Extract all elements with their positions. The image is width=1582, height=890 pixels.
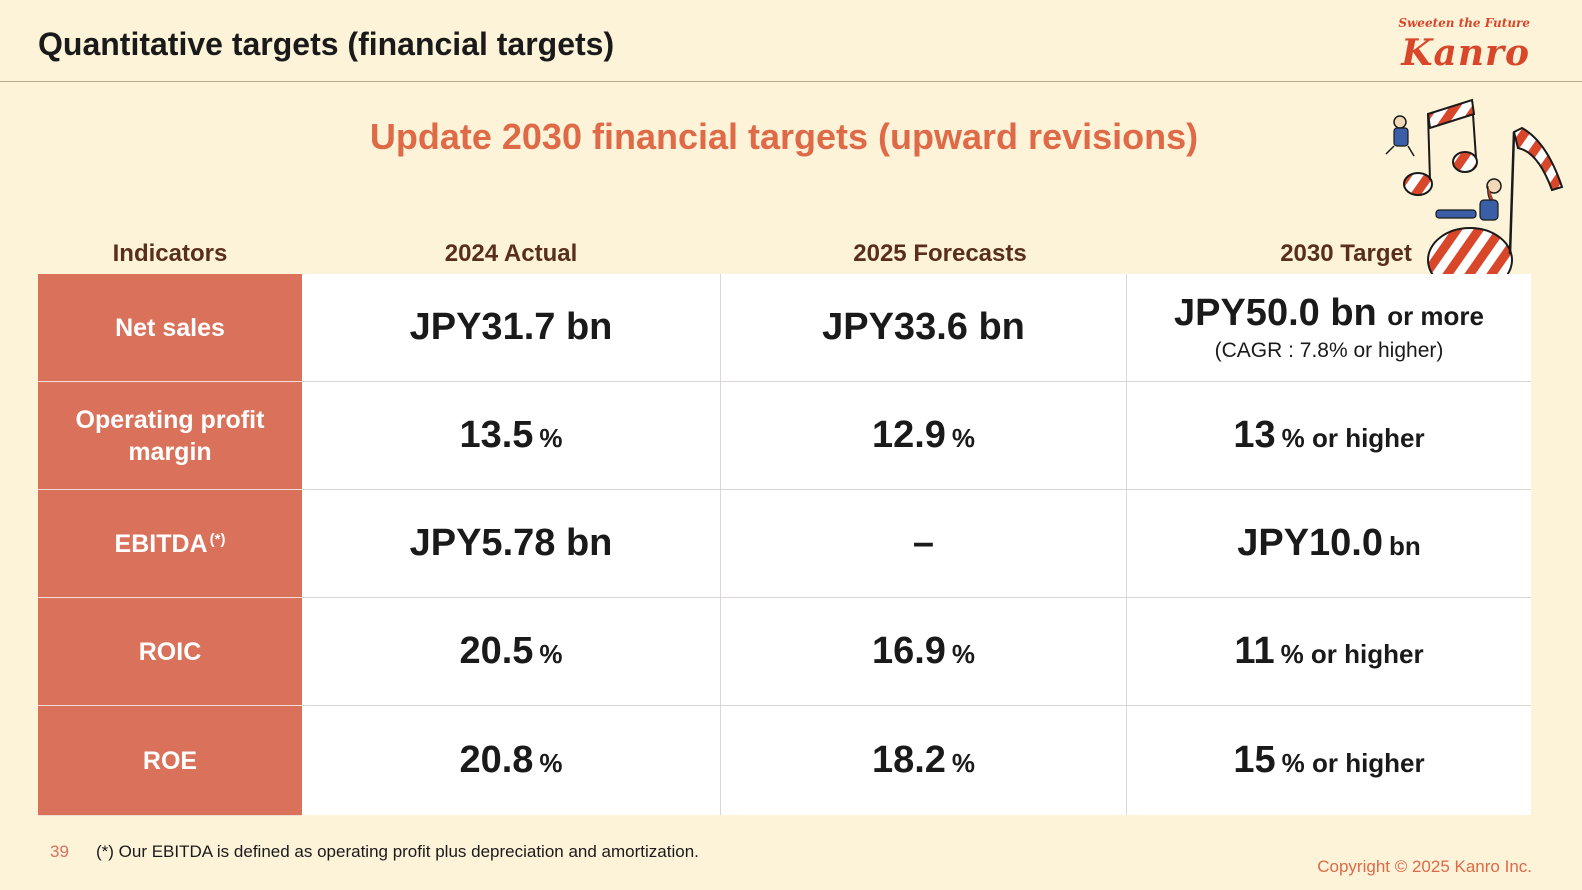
value: JPY5.78 bn bbox=[409, 522, 613, 564]
unit: bn bbox=[1389, 531, 1421, 561]
cell-2025-forecast: 16.9% bbox=[720, 598, 1126, 705]
value: 13 bbox=[1233, 414, 1276, 456]
value: JPY50.0 bn bbox=[1173, 292, 1377, 334]
table-row: EBITDA (*) JPY5.78 bn – JPY10.0 bn bbox=[38, 490, 1531, 598]
cell-2024-actual: 20.8% bbox=[302, 706, 720, 815]
header-divider bbox=[0, 81, 1582, 82]
indicator-label: EBITDA (*) bbox=[38, 490, 302, 598]
cell-2024-actual: 20.5% bbox=[302, 598, 720, 705]
cagr-note: (CAGR : 7.8% or higher) bbox=[1214, 339, 1444, 362]
unit: % bbox=[539, 748, 563, 778]
unit: % or higher bbox=[1281, 748, 1425, 778]
table-row: ROE 20.8% 18.2% 15% or higher bbox=[38, 706, 1531, 816]
cell-2030-target: 15% or higher bbox=[1126, 706, 1531, 815]
unit: % or higher bbox=[1281, 423, 1425, 453]
cell-2024-actual: JPY5.78 bn bbox=[302, 490, 720, 597]
column-header-indicators: Indicators bbox=[112, 240, 228, 267]
unit: % bbox=[951, 639, 976, 669]
cell-2025-forecast: – bbox=[720, 490, 1126, 597]
unit: % bbox=[539, 423, 563, 453]
value: 16.9 bbox=[871, 630, 946, 672]
cell-2024-actual: JPY31.7 bn bbox=[302, 274, 720, 381]
value: JPY31.7 bn bbox=[409, 306, 613, 348]
indicator-label: ROIC bbox=[38, 598, 302, 706]
value-suffix: or more bbox=[1387, 301, 1485, 331]
cell-2030-target: 13% or higher bbox=[1126, 382, 1531, 489]
unit: % bbox=[951, 423, 976, 453]
value: 18.2 bbox=[871, 739, 946, 781]
indicator-text: Operating profit margin bbox=[75, 405, 265, 466]
indicator-text: EBITDA bbox=[114, 529, 208, 558]
column-header-2030-target: 2030 Target bbox=[1280, 240, 1412, 267]
column-header-2024-actual: 2024 Actual bbox=[444, 240, 578, 267]
value-dash: – bbox=[912, 522, 935, 564]
indicator-label: ROE bbox=[38, 706, 302, 816]
table-row: Net sales JPY31.7 bn JPY33.6 bn JPY50.0 … bbox=[38, 274, 1531, 382]
copyright: Copyright © 2025 Kanro Inc. bbox=[1317, 857, 1532, 876]
page-number: 39 bbox=[50, 842, 69, 861]
cell-2030-target: JPY10.0 bn bbox=[1126, 490, 1531, 597]
table-row: Operating profit margin 13.5% 12.9% 13% … bbox=[38, 382, 1531, 490]
value: 20.5 bbox=[459, 630, 534, 672]
column-header-2025-forecasts: 2025 Forecasts bbox=[853, 240, 1027, 267]
cell-2030-target: JPY50.0 bn or more (CAGR : 7.8% or highe… bbox=[1126, 274, 1531, 381]
footnote: (*) Our EBITDA is defined as operating p… bbox=[96, 842, 699, 861]
indicator-label: Operating profit margin bbox=[38, 382, 302, 490]
value: JPY10.0 bbox=[1237, 522, 1384, 564]
value: 15 bbox=[1233, 739, 1276, 781]
value: 11 bbox=[1234, 630, 1275, 672]
cell-2025-forecast: JPY33.6 bn bbox=[720, 274, 1126, 381]
value: 20.8 bbox=[459, 739, 534, 781]
value: JPY33.6 bn bbox=[822, 306, 1025, 348]
unit: % bbox=[539, 639, 563, 669]
unit: % or higher bbox=[1280, 639, 1424, 669]
cell-2025-forecast: 12.9% bbox=[720, 382, 1126, 489]
indicator-label: Net sales bbox=[38, 274, 302, 382]
page-title: Quantitative targets (financial targets) bbox=[38, 26, 615, 62]
slide-subtitle: Update 2030 financial targets (upward re… bbox=[369, 116, 1199, 157]
cell-2025-forecast: 18.2% bbox=[720, 706, 1126, 815]
cell-2024-actual: 13.5% bbox=[302, 382, 720, 489]
kanro-logo: Kanro bbox=[1401, 32, 1530, 74]
financial-targets-table: Net sales JPY31.7 bn JPY33.6 bn JPY50.0 … bbox=[38, 274, 1531, 816]
value: 12.9 bbox=[871, 414, 946, 456]
footnote-mark: (*) bbox=[209, 530, 226, 548]
value: 13.5 bbox=[459, 414, 534, 456]
table-row: ROIC 20.5% 16.9% 11% or higher bbox=[38, 598, 1531, 706]
logo-tagline: Sweeten the Future bbox=[1398, 16, 1530, 30]
cell-2030-target: 11% or higher bbox=[1126, 598, 1531, 705]
unit: % bbox=[951, 748, 976, 778]
